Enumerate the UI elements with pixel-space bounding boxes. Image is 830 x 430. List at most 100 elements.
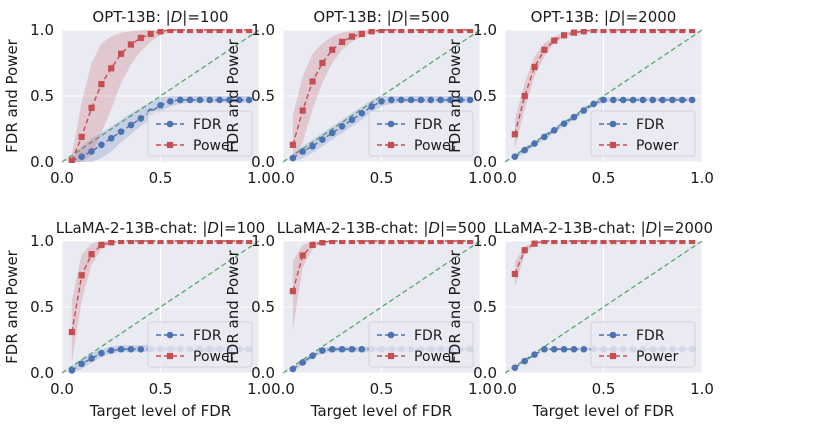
power-point bbox=[590, 29, 597, 34]
power-point bbox=[600, 240, 607, 245]
power-point bbox=[551, 37, 558, 44]
subplot-6: LLaMA-2-13B-chat: |D|=2000 0.00.0 0.5 0.5 1.… bbox=[446, 219, 714, 420]
power-point bbox=[437, 240, 444, 245]
x-tick-label: 0.0 bbox=[50, 169, 74, 187]
y-tick-label: 0.0 bbox=[473, 153, 497, 171]
y-tick-label: 1.0 bbox=[251, 21, 275, 39]
subplot-title: OPT-13B: |D|=100 bbox=[92, 8, 228, 26]
legend-marker-power bbox=[387, 352, 395, 360]
fdr-point bbox=[619, 96, 627, 104]
power-point bbox=[78, 133, 85, 141]
power-point bbox=[590, 240, 597, 245]
fdr-point bbox=[570, 113, 578, 121]
power-point bbox=[339, 240, 346, 245]
legend-marker-power bbox=[166, 141, 174, 149]
fdr-point bbox=[639, 96, 647, 104]
fdr-point bbox=[117, 345, 125, 353]
y-axis-label: FDR and Power bbox=[224, 249, 242, 364]
x-tick-label: 1.0 bbox=[247, 169, 271, 187]
y-axis-label: FDR and Power bbox=[446, 249, 464, 364]
y-axis-label: FDR and Power bbox=[3, 38, 21, 153]
plot-inner bbox=[283, 29, 480, 163]
title-suffix: |=2000 bbox=[621, 8, 677, 26]
power-point bbox=[368, 240, 375, 245]
power-point bbox=[679, 29, 686, 34]
power-point bbox=[196, 29, 203, 34]
x-tick-label: 1.0 bbox=[247, 380, 271, 398]
power-point bbox=[427, 29, 434, 34]
power-point bbox=[467, 29, 474, 34]
power-point bbox=[521, 92, 528, 100]
legend-marker-fdr bbox=[609, 120, 617, 128]
subplot-title: LLaMA-2-13B-chat: |D|=2000 bbox=[494, 219, 713, 237]
power-point bbox=[157, 240, 164, 245]
x-tick-label: 0.5 bbox=[592, 169, 616, 187]
power-point bbox=[457, 29, 464, 34]
fdr-point bbox=[299, 148, 307, 155]
title-prefix: LLaMA-2-13B-chat: | bbox=[56, 219, 208, 237]
power-point bbox=[649, 29, 656, 34]
title-prefix: LLaMA-2-13B-chat: | bbox=[277, 219, 429, 237]
plot-inner bbox=[62, 29, 259, 163]
power-point bbox=[407, 29, 415, 34]
power-point bbox=[511, 270, 518, 278]
legend-label-fdr: FDR bbox=[414, 328, 443, 344]
power-point bbox=[378, 29, 385, 34]
fdr-point bbox=[560, 120, 568, 128]
y-tick-label: 0.5 bbox=[251, 87, 275, 105]
x-tick-label: 1.0 bbox=[690, 169, 714, 187]
fdr-point bbox=[117, 128, 125, 135]
power-point bbox=[620, 240, 627, 245]
x-tick-label: 0.5 bbox=[592, 380, 616, 398]
power-point bbox=[299, 107, 306, 114]
power-point bbox=[216, 29, 223, 34]
power-point bbox=[531, 240, 538, 247]
power-point bbox=[348, 33, 356, 40]
fdr-point bbox=[580, 345, 588, 353]
legend-marker-fdr bbox=[166, 331, 174, 339]
power-point bbox=[398, 240, 405, 245]
fdr-point bbox=[137, 115, 145, 122]
fdr-point bbox=[68, 367, 76, 374]
fdr-point bbox=[358, 345, 366, 353]
fdr-point bbox=[245, 96, 253, 104]
legend-marker-power bbox=[387, 141, 395, 149]
power-point bbox=[78, 272, 85, 279]
fdr-point bbox=[328, 129, 336, 137]
legend-marker-power bbox=[609, 141, 617, 149]
legend: FDR Power bbox=[590, 110, 696, 157]
power-point bbox=[639, 240, 646, 245]
power-point bbox=[88, 104, 95, 111]
power-point bbox=[157, 29, 164, 35]
x-tick-label: 1.0 bbox=[468, 169, 492, 187]
x-tick-label: 0.0 bbox=[50, 380, 74, 398]
x-axis-label: Target level of FDR bbox=[310, 402, 452, 420]
title-prefix: OPT-13B: | bbox=[531, 8, 609, 26]
power-band bbox=[71, 30, 250, 162]
x-tick-label: 0.5 bbox=[370, 169, 394, 187]
fdr-point bbox=[167, 97, 174, 105]
legend-label-power: Power bbox=[414, 349, 457, 365]
power-point bbox=[358, 30, 365, 38]
fdr-point bbox=[338, 123, 346, 130]
power-band bbox=[292, 241, 471, 330]
legend-label-power: Power bbox=[636, 349, 679, 365]
fdr-point bbox=[98, 141, 105, 149]
fdr-point bbox=[157, 101, 164, 109]
fdr-point bbox=[649, 96, 657, 104]
fdr-point bbox=[590, 100, 597, 108]
fdr-point bbox=[328, 345, 336, 353]
fdr-point bbox=[319, 347, 326, 354]
title-prefix: OPT-13B: | bbox=[313, 8, 391, 26]
power-point bbox=[521, 247, 528, 254]
legend-marker-fdr bbox=[609, 331, 617, 339]
y-axis-label: FDR and Power bbox=[224, 38, 242, 153]
subplot-title: LLaMA-2-13B-chat: |D|=100 bbox=[56, 219, 265, 237]
power-point bbox=[659, 240, 666, 245]
fdr-point bbox=[541, 345, 548, 353]
y-tick-label: 0.0 bbox=[473, 364, 497, 382]
fdr-point bbox=[98, 349, 105, 357]
power-point bbox=[206, 240, 213, 245]
fdr-point bbox=[137, 345, 145, 353]
